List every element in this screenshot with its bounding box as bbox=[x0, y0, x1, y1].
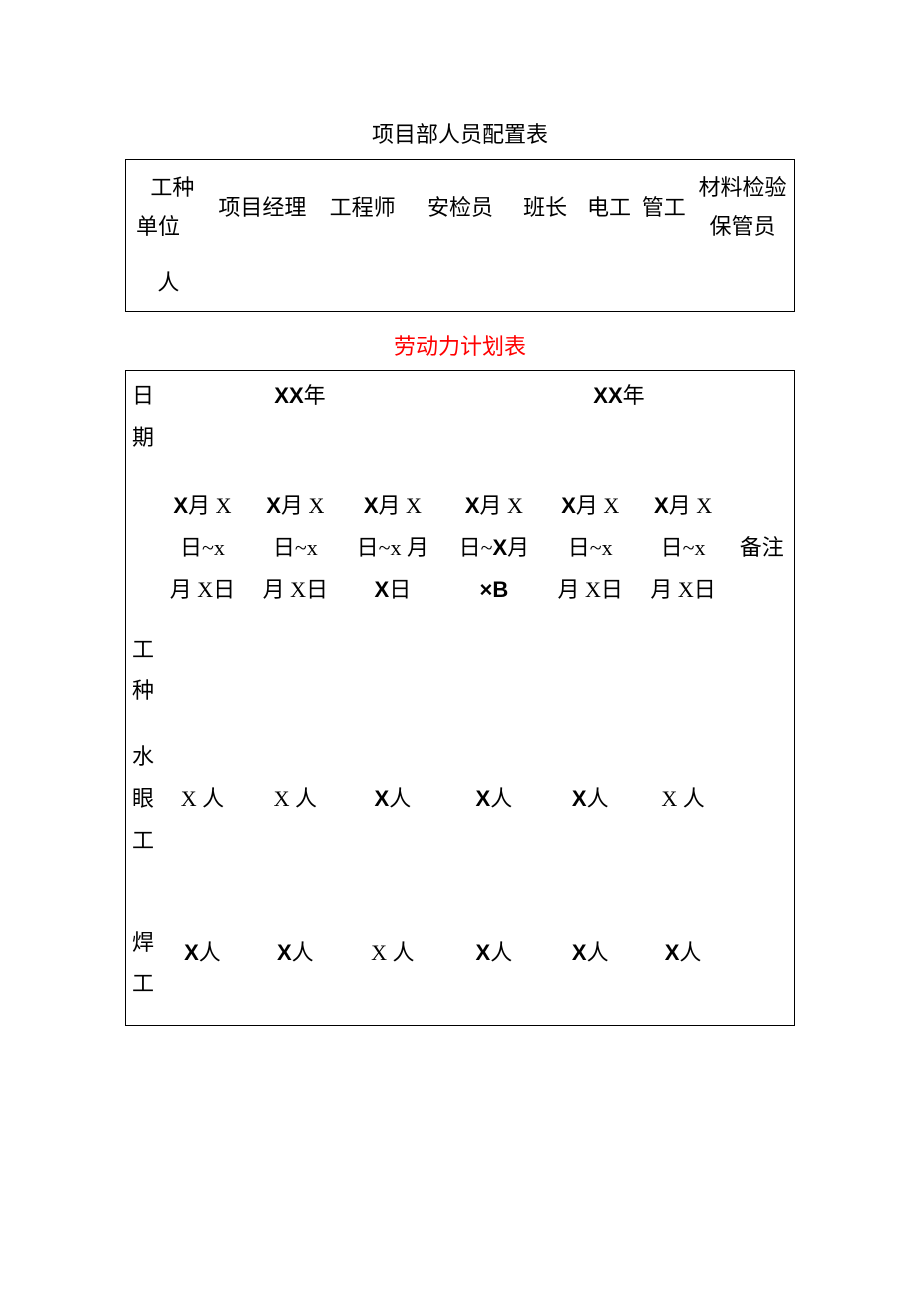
personnel-table: 工种 单位 项目经理 工程师 安检员 班长 电工 管工 材料检验保管员 人 bbox=[125, 159, 795, 312]
t1-col4: 安检员 bbox=[411, 159, 508, 255]
t2-r2-v1: X人 bbox=[156, 882, 249, 1026]
t2-r2-label: 焊工 bbox=[126, 882, 157, 1026]
t2-r2-v5: X人 bbox=[544, 882, 637, 1026]
t2-p7: 备注 bbox=[730, 421, 795, 624]
t2-row1: 水眼工 X 人 X 人 X人 X人 X人 X 人 bbox=[126, 716, 795, 881]
t2-period-row: X月 X 日~x 月 X日 X月 X 日~x 月 X日 X月 X 日~x 月 X… bbox=[126, 421, 795, 624]
t2-r1-v5: X人 bbox=[544, 716, 637, 881]
t2-date-label: 日期 bbox=[126, 371, 157, 625]
t2-year2: XX年 bbox=[444, 371, 795, 421]
t1-r2-c1: 人 bbox=[126, 255, 211, 311]
table1-header-row: 工种 单位 项目经理 工程师 安检员 班长 电工 管工 材料检验保管员 bbox=[126, 159, 795, 255]
t2-p3: X月 X 日~x 月 X日 bbox=[342, 421, 444, 624]
t1-col7: 管工 bbox=[636, 159, 691, 255]
t2-p5: X月 X 日~x 月 X日 bbox=[544, 421, 637, 624]
t2-r2-v3: X 人 bbox=[342, 882, 444, 1026]
table1-data-row: 人 bbox=[126, 255, 795, 311]
t2-year1: XX年 bbox=[156, 371, 444, 421]
table1-title: 项目部人员配置表 bbox=[125, 120, 795, 151]
labor-plan-table: 日期 XX年 XX年 X月 X 日~x 月 X日 X月 X 日~x 月 X日 X… bbox=[125, 370, 795, 1026]
t2-worktype-row: 工种 bbox=[126, 625, 795, 717]
t1-col1: 工种 单位 bbox=[126, 159, 211, 255]
t2-r1-v6: X 人 bbox=[637, 716, 730, 881]
t1-col8: 材料检验保管员 bbox=[691, 159, 794, 255]
t2-r1-label: 水眼工 bbox=[126, 716, 157, 881]
t2-r2-v6: X人 bbox=[637, 882, 730, 1026]
t1-col6: 电工 bbox=[582, 159, 637, 255]
t1-col5: 班长 bbox=[509, 159, 582, 255]
t2-r1-v2: X 人 bbox=[249, 716, 342, 881]
t2-p2: X月 X 日~x 月 X日 bbox=[249, 421, 342, 624]
t1-col3: 工程师 bbox=[314, 159, 411, 255]
t2-r1-v3: X人 bbox=[342, 716, 444, 881]
t2-r1-v4: X人 bbox=[444, 716, 544, 881]
t2-year-row: 日期 XX年 XX年 bbox=[126, 371, 795, 421]
t2-p1: X月 X 日~x 月 X日 bbox=[156, 421, 249, 624]
t2-r2-v2: X人 bbox=[249, 882, 342, 1026]
t2-p6: X月 X 日~x 月 X日 bbox=[637, 421, 730, 624]
t2-p4: X月 X 日~X月 ×B bbox=[444, 421, 544, 624]
t2-r2-v4: X人 bbox=[444, 882, 544, 1026]
t2-r1-v1: X 人 bbox=[156, 716, 249, 881]
t2-row2: 焊工 X人 X人 X 人 X人 X人 X人 bbox=[126, 882, 795, 1026]
t1-col2: 项目经理 bbox=[211, 159, 314, 255]
table2-title: 劳动力计划表 bbox=[125, 332, 795, 363]
t2-worktype-label: 工种 bbox=[126, 625, 157, 717]
